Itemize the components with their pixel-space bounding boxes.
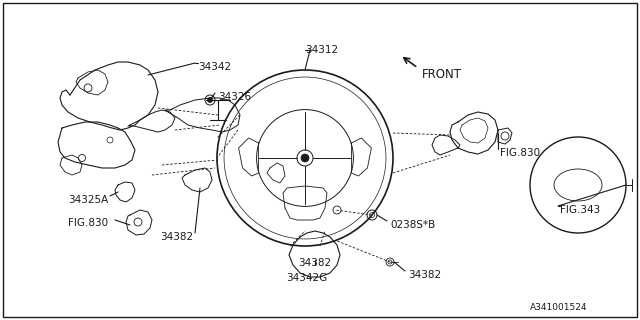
Text: 34342G: 34342G <box>286 273 327 283</box>
Text: 34382: 34382 <box>408 270 441 280</box>
Text: 34312: 34312 <box>305 45 338 55</box>
Text: A341001524: A341001524 <box>530 303 588 312</box>
Text: FIG.830: FIG.830 <box>68 218 108 228</box>
Text: 0238S*B: 0238S*B <box>390 220 435 230</box>
Text: 34342: 34342 <box>198 62 231 72</box>
Text: 34382: 34382 <box>160 232 193 242</box>
Text: FIG.343: FIG.343 <box>560 205 600 215</box>
Text: FRONT: FRONT <box>422 68 462 81</box>
Text: 34382: 34382 <box>298 258 331 268</box>
Text: 34325A: 34325A <box>68 195 108 205</box>
Text: 34326: 34326 <box>218 92 251 102</box>
Circle shape <box>301 154 309 162</box>
Circle shape <box>207 98 212 102</box>
Text: FIG.830: FIG.830 <box>500 148 540 158</box>
